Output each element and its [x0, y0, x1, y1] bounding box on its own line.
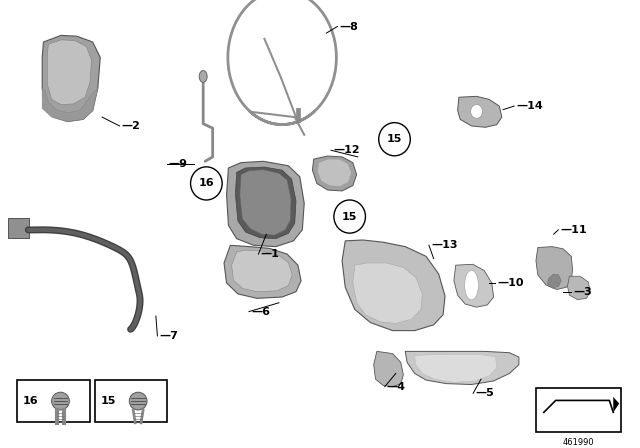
Polygon shape [232, 250, 292, 292]
Polygon shape [236, 167, 296, 239]
Ellipse shape [465, 270, 479, 300]
Polygon shape [42, 35, 100, 121]
Text: —1: —1 [260, 249, 279, 259]
Polygon shape [312, 156, 356, 191]
Text: 461990: 461990 [563, 438, 595, 447]
Text: —5: —5 [475, 388, 494, 398]
Polygon shape [458, 96, 502, 127]
Bar [536, 388, 621, 432]
Text: 15: 15 [387, 134, 402, 144]
Ellipse shape [334, 200, 365, 233]
Ellipse shape [470, 104, 483, 118]
Ellipse shape [379, 123, 410, 156]
Polygon shape [547, 274, 561, 288]
Polygon shape [374, 351, 403, 387]
Text: —14: —14 [516, 101, 543, 111]
Polygon shape [353, 263, 422, 323]
Bar [8, 218, 29, 238]
Polygon shape [47, 40, 92, 105]
Polygon shape [42, 88, 98, 121]
Polygon shape [613, 397, 619, 412]
Text: 15: 15 [100, 396, 116, 406]
Text: —11: —11 [561, 225, 587, 235]
Ellipse shape [199, 70, 207, 82]
Text: 16: 16 [198, 178, 214, 189]
Polygon shape [536, 246, 573, 289]
Ellipse shape [191, 167, 222, 200]
Text: —13: —13 [431, 240, 458, 250]
Text: —8: —8 [339, 22, 358, 31]
Text: —10: —10 [497, 278, 524, 288]
Polygon shape [405, 351, 519, 384]
Text: —4: —4 [387, 382, 406, 392]
Text: —2: —2 [122, 121, 140, 131]
Text: 16: 16 [23, 396, 38, 406]
Bar [95, 380, 167, 422]
Text: —12: —12 [333, 145, 360, 155]
Polygon shape [224, 246, 301, 298]
Text: —3: —3 [573, 287, 592, 297]
Text: —9: —9 [169, 159, 188, 168]
Text: 15: 15 [342, 211, 357, 222]
Text: —7: —7 [159, 331, 179, 341]
Bar [17, 380, 90, 422]
Polygon shape [342, 240, 445, 331]
Ellipse shape [129, 392, 147, 410]
Polygon shape [415, 354, 497, 382]
Polygon shape [227, 161, 304, 246]
Polygon shape [454, 264, 493, 307]
Ellipse shape [52, 392, 69, 410]
Text: —6: —6 [251, 306, 270, 317]
Polygon shape [317, 159, 351, 186]
Polygon shape [568, 276, 590, 300]
Polygon shape [240, 170, 291, 235]
